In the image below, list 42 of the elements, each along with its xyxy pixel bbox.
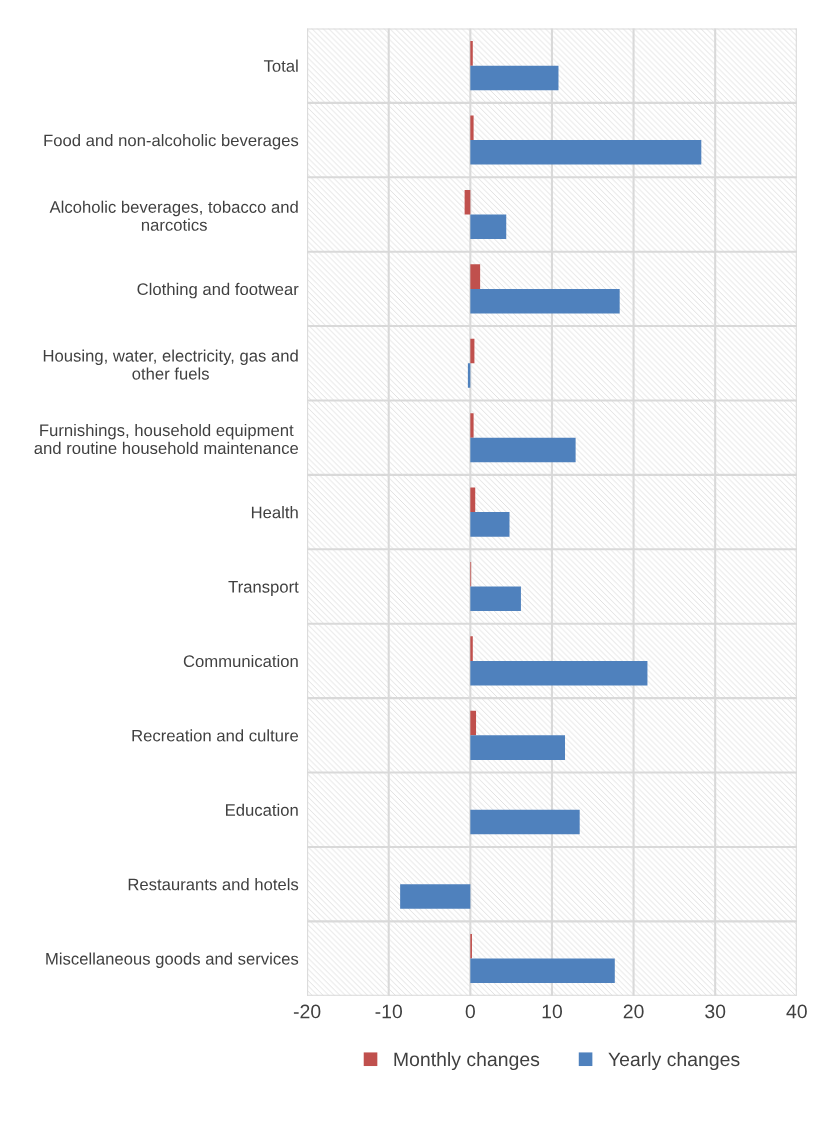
- y-tick-label: Alcoholic beverages, tobacco and narcotics: [49, 200, 298, 231]
- bar: [470, 636, 473, 661]
- bar: [470, 512, 510, 537]
- x-tick-label: 0: [465, 1004, 475, 1019]
- bar: [470, 710, 477, 736]
- x-tick-label: 30: [705, 1004, 726, 1019]
- bar: [470, 660, 648, 686]
- bar: [470, 264, 481, 289]
- bar: [470, 65, 559, 91]
- x-tick-label: 10: [542, 1004, 562, 1019]
- y-tick-label: Furnishings, household equipment and routine household maintenance: [34, 423, 299, 455]
- y-tick-label: Health: [251, 506, 298, 519]
- y-tick-label: Food and non-alcoholic beverages: [44, 134, 299, 150]
- legend-label: Monthly changes: [394, 1051, 540, 1071]
- bar: [470, 140, 702, 165]
- bar: [470, 413, 474, 438]
- y-tick-label: Transport: [228, 581, 299, 597]
- y-tick-label: Communication: [183, 654, 298, 668]
- bar: [470, 809, 580, 835]
- x-tick-label: 40: [786, 1004, 807, 1019]
- y-tick-label: Education: [226, 803, 298, 816]
- bar: [470, 586, 521, 612]
- bar: [400, 884, 471, 909]
- y-tick-label: Housing, water, electricity, gas and other fuels: [43, 349, 298, 380]
- legend-label: Yearly changes: [608, 1051, 740, 1071]
- bar: [470, 338, 475, 364]
- y-tick-label: Total: [263, 59, 298, 72]
- bar: [470, 437, 576, 463]
- x-tick-label: -10: [375, 1004, 403, 1019]
- y-tick-label: Clothing and footwear: [137, 282, 299, 299]
- y-tick-label: Recreation and culture: [132, 729, 299, 742]
- bar: [470, 41, 473, 66]
- bar: [470, 487, 476, 513]
- bar: [470, 214, 507, 240]
- bar: [470, 735, 566, 760]
- bar: [470, 288, 620, 314]
- bar: [470, 958, 615, 984]
- y-tick-label: Restaurants and hotels: [128, 878, 299, 891]
- y-tick-label: Miscellaneous goods and services: [46, 952, 299, 969]
- bar: [470, 115, 474, 141]
- x-tick-label: -20: [293, 1004, 321, 1019]
- x-tick-label: 20: [623, 1004, 644, 1019]
